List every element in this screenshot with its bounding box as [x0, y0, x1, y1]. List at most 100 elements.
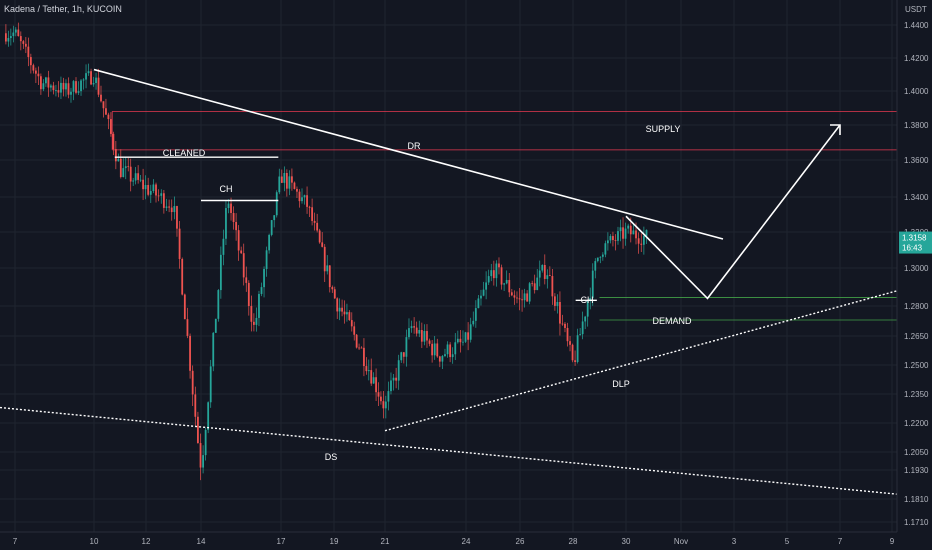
- candle-body: [168, 206, 171, 208]
- candle-body: [197, 416, 199, 444]
- dlp-label: DLP: [612, 379, 630, 389]
- candle-body: [474, 308, 477, 321]
- candle-body: [110, 119, 112, 134]
- candle-body: [451, 354, 454, 358]
- candle-body: [392, 377, 395, 381]
- price-tick-label: 1.2650: [904, 332, 929, 341]
- price-axis[interactable]: 1.44001.42001.40001.38001.36001.34001.32…: [896, 0, 932, 532]
- candle-body: [446, 344, 449, 355]
- candle-body: [107, 114, 110, 120]
- candle-body: [207, 402, 210, 430]
- time-axis[interactable]: 7 10 12 14 17 19 21 24 26 28 30 Nov 3 5 7 9: [0, 531, 897, 546]
- candle-body: [528, 283, 531, 302]
- time-tick-label: 3: [732, 537, 737, 546]
- candle-body: [27, 46, 30, 58]
- candle-body: [579, 334, 582, 336]
- dr-label: DR: [408, 141, 421, 151]
- candle-body: [498, 263, 500, 268]
- ds-label: DS: [325, 452, 338, 462]
- candle-body: [367, 370, 370, 372]
- candle-body: [375, 377, 377, 393]
- candle-body: [548, 275, 551, 277]
- candle-body: [574, 360, 576, 362]
- candle-body: [321, 242, 324, 247]
- candle-body: [523, 293, 526, 301]
- candle-body: [240, 250, 243, 254]
- candle-body: [204, 429, 207, 456]
- candle-body: [132, 180, 135, 182]
- candle-body: [37, 73, 40, 77]
- candle-body: [144, 184, 147, 190]
- candle-body: [355, 334, 358, 348]
- candle-body: [348, 312, 351, 321]
- candle-body: [477, 298, 480, 309]
- candle-body: [313, 220, 316, 223]
- price-tick-label: 1.2050: [904, 448, 929, 457]
- candle-body: [426, 331, 428, 341]
- candle-body: [260, 287, 263, 294]
- ch-label: CH: [220, 184, 233, 194]
- candle-body: [97, 77, 100, 95]
- candle-body: [129, 166, 132, 182]
- candle-body: [343, 311, 346, 315]
- candle-body: [139, 179, 142, 181]
- candle-body: [480, 295, 482, 299]
- candle-body: [114, 149, 117, 162]
- supply-label: SUPPLY: [646, 124, 681, 134]
- candle-body: [505, 280, 508, 284]
- candle-body: [301, 197, 303, 202]
- candle-body: [252, 321, 255, 325]
- candle-body: [350, 320, 353, 327]
- currency-label: USDT: [905, 5, 927, 14]
- price-tick-label: 1.4000: [904, 87, 929, 96]
- candle-body: [273, 215, 276, 221]
- candle-body: [112, 133, 115, 150]
- time-tick-label: 7: [838, 537, 843, 546]
- candle-body: [365, 366, 368, 372]
- projection-arrow-icon: [830, 124, 841, 135]
- candle-body: [278, 176, 281, 193]
- candle-body: [29, 57, 32, 66]
- candle-body: [183, 294, 186, 320]
- candle-body: [402, 352, 405, 357]
- price-tick-label: 1.3800: [904, 121, 929, 130]
- dr-trendline: [93, 68, 724, 240]
- candle-body: [627, 225, 630, 229]
- candle-body: [117, 158, 120, 162]
- candle-body: [490, 270, 493, 277]
- candle-body: [482, 289, 485, 296]
- candle-body: [640, 243, 643, 245]
- candle-body: [102, 101, 105, 109]
- candle-body: [318, 230, 321, 243]
- candle-body: [265, 250, 268, 269]
- price-tick-label: 1.2200: [904, 419, 929, 428]
- time-tick-label: 24: [462, 537, 471, 546]
- candle-body: [72, 81, 75, 92]
- candle-body: [331, 287, 334, 290]
- candle-body: [270, 220, 273, 235]
- demand-label: DEMAND: [652, 316, 692, 326]
- candle-body: [50, 85, 52, 88]
- candle-body: [635, 230, 637, 239]
- zones: [111, 111, 897, 321]
- price-tick-label: 1.2500: [904, 361, 929, 370]
- candle-body: [564, 323, 566, 328]
- candle-body: [645, 229, 648, 236]
- candle-body: [186, 319, 189, 336]
- candle-body: [268, 234, 271, 251]
- candlesticks: [5, 22, 648, 481]
- candle-body: [601, 254, 604, 257]
- candle-body: [538, 270, 541, 278]
- candle-body: [65, 83, 67, 90]
- candle-body: [472, 320, 475, 325]
- price-tick-label: 1.4200: [904, 54, 929, 63]
- candle-body: [609, 236, 612, 241]
- candle-body: [581, 321, 584, 335]
- candle-body: [436, 343, 439, 357]
- candle-body: [34, 70, 37, 74]
- candle-body: [405, 337, 408, 357]
- candle-body: [326, 265, 329, 272]
- candle-body: [39, 76, 42, 90]
- candle-body: [191, 370, 194, 395]
